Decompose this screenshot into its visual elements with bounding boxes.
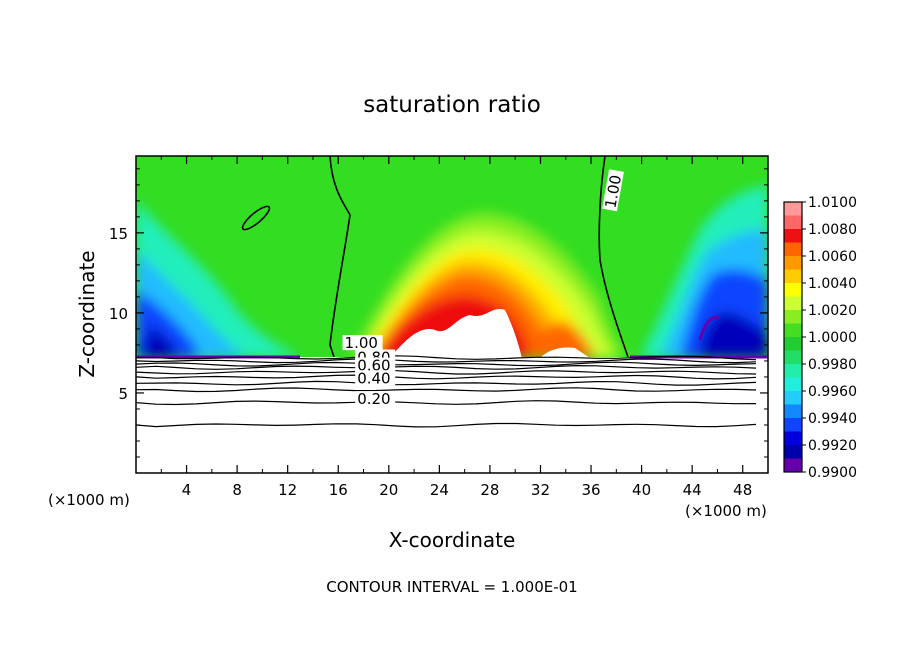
contour-label-bg: [355, 391, 396, 407]
saturation-field: [136, 156, 768, 473]
contour-label: 0.40: [357, 369, 390, 387]
contour-label: 1.00: [345, 334, 378, 352]
colorbar-swatch: [784, 364, 802, 378]
plot-frame: [135, 155, 769, 474]
colorbar-swatch: [784, 337, 802, 351]
x-unit-right: (×1000 m): [685, 502, 767, 520]
x-tick-label: 8: [232, 481, 242, 499]
colorbar-swatch: [784, 458, 802, 473]
contour-line-level: [136, 380, 757, 386]
x-axis: 4 8 12 16 20 24 28 32 36 40 44 48: [160, 156, 752, 499]
x-tick-label: 36: [581, 481, 600, 499]
contour-closed-loop: [241, 205, 271, 231]
chart-title: saturation ratio: [363, 92, 541, 118]
x-tick-label: 12: [278, 481, 297, 499]
contour-line-level: [136, 355, 757, 361]
x-tick-label: 4: [182, 481, 192, 499]
colorbar-swatch: [784, 242, 802, 257]
contour-label-bg: [355, 357, 396, 373]
colorbar-swatch: [784, 431, 802, 446]
colorbar-label: 1.0100: [808, 195, 857, 211]
colorbar-swatch: [784, 202, 802, 216]
contour-line-level: [136, 422, 757, 428]
colorbar-label: 0.9940: [808, 411, 857, 427]
contour-label: 0.20: [357, 390, 390, 408]
colorbar-label: 1.0080: [808, 222, 857, 238]
y-tick-label: 10: [109, 305, 128, 323]
x-axis-label: X-coordinate: [389, 528, 516, 552]
contour-line-level: [136, 400, 757, 406]
contour-line-level: [136, 370, 757, 375]
contour-line-1-00-left: [329, 156, 351, 358]
colorbar-label: 1.0000: [808, 330, 857, 346]
colorbar-swatch: [784, 445, 802, 459]
contour-label-bg: [342, 335, 383, 351]
x-tick-label: 44: [683, 481, 702, 499]
colorbar-swatch: [784, 418, 802, 432]
x-tick-label: 20: [379, 481, 398, 499]
contour-line-level: [136, 387, 757, 393]
x-tick-label: 24: [430, 481, 449, 499]
contour-label: 1.00: [602, 174, 626, 210]
colorbar-swatch: [784, 350, 802, 365]
y-axis-label: Z-coordinate: [75, 250, 99, 377]
contour-line-level: [136, 374, 757, 380]
x-tick-label: 28: [480, 481, 499, 499]
y-tick-label: 5: [118, 385, 128, 403]
contour-line-1-00-right: [598, 156, 629, 358]
colorbar-swatch: [784, 296, 802, 311]
colorbar-swatch: [784, 269, 802, 284]
contour-label: 0.60: [357, 357, 390, 375]
y-axis: 5 10 15: [109, 168, 768, 458]
colorbar-label: 0.9960: [808, 384, 857, 400]
contour-label-bg: [602, 169, 624, 212]
colorbar-label: 0.9900: [808, 465, 857, 481]
contour-label-bg: [355, 370, 396, 386]
x-tick-label: 48: [733, 481, 752, 499]
contour-line-level: [136, 358, 757, 364]
colorbar-label: 1.0040: [808, 276, 857, 292]
colorbar-swatch: [784, 310, 802, 324]
colorbar-swatch: [784, 215, 802, 230]
colorbar-swatch: [784, 404, 802, 419]
colorbar-swatch: [784, 377, 802, 392]
colorbar-label: 1.0060: [808, 249, 857, 265]
colorbar: 1.0100 1.0080 1.0060 1.0040 1.0020 1.0000 0.99…: [783, 195, 857, 481]
colorbar-swatch: [784, 391, 802, 405]
colorbar-label: 0.9920: [808, 438, 857, 454]
y-tick-label: 15: [109, 225, 128, 243]
contour-lines: [136, 156, 757, 428]
colorbar-swatch: [784, 229, 802, 243]
colorbar-swatch: [784, 283, 802, 297]
colorbar-swatch: [784, 323, 802, 338]
x-tick-label: 16: [329, 481, 348, 499]
contour-line-level: [136, 361, 757, 367]
contour-interval-note: CONTOUR INTERVAL = 1.000E-01: [326, 578, 577, 596]
contour-line-level: [136, 364, 757, 370]
contour-labels: 1.001.000.800.600.400.20: [342, 169, 626, 408]
colorbar-label: 1.0020: [808, 303, 857, 319]
colorbar-label: 0.9980: [808, 357, 857, 373]
x-tick-label: 40: [632, 481, 651, 499]
colorbar-swatch: [784, 256, 802, 270]
x-tick-label: 32: [531, 481, 550, 499]
x-unit-left: (×1000 m): [48, 491, 130, 509]
